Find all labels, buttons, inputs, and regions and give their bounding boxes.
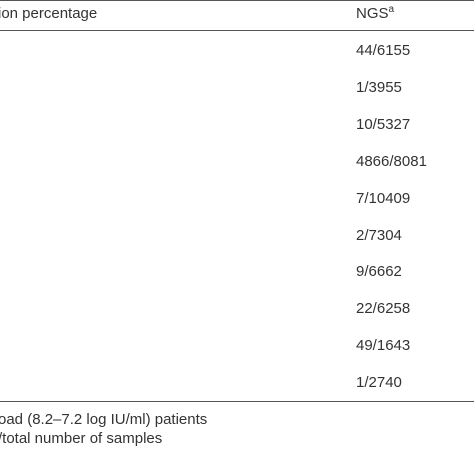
- cell: 44/6155: [356, 42, 411, 59]
- footnote: /total number of samples: [0, 430, 163, 447]
- column-header: ion percentage: [0, 5, 98, 22]
- top-rule: [0, 0, 474, 1]
- cell: 49/1643: [356, 337, 411, 355]
- cell: 9/6662: [356, 263, 402, 281]
- cell: 7/10409: [356, 189, 411, 207]
- cell: 4866/8081: [356, 152, 427, 170]
- bottom-rule: [0, 401, 474, 402]
- cell: 1/3955: [356, 78, 402, 96]
- header-rule: [0, 30, 474, 31]
- column-header: NGSa: [356, 5, 394, 23]
- cell: 10/5327: [356, 115, 411, 133]
- footnote-mark: a: [388, 4, 395, 15]
- cell: 2/7304: [356, 226, 402, 244]
- cell: 22/6258: [356, 300, 411, 318]
- footnote: oad (8.2–7.2 log IU/ml) patients: [0, 411, 208, 428]
- cell: 1/2740: [356, 374, 402, 392]
- column-header-text: NGS: [356, 5, 389, 22]
